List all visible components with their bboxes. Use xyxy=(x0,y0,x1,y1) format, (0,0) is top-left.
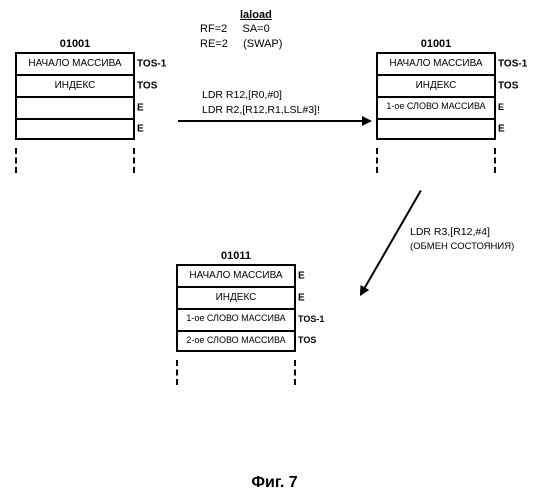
stack-cell: ИНДЕКС E xyxy=(176,286,296,308)
stack-cell: ИНДЕКС TOS xyxy=(376,74,496,96)
cell-label: E xyxy=(298,271,305,282)
instr-line: LDR R2,[R12,R1,LSL#3]! xyxy=(202,103,320,118)
stack-left-title: 01001 xyxy=(15,38,135,50)
cell-label: E xyxy=(498,103,504,113)
instructions-diag: LDR R3,[R12,#4] (ОБМЕН СОСТОЯНИЯ) xyxy=(410,225,514,253)
stack-bottom-title: 01011 xyxy=(176,250,296,262)
cell-label: E xyxy=(298,293,305,304)
cell-label: TOS-1 xyxy=(137,59,166,70)
stack-bottom: 01011 НАЧАЛО МАССИВА E ИНДЕКС E 1-ое СЛО… xyxy=(176,250,296,385)
stack-cell: НАЧАЛО МАССИВА TOS-1 xyxy=(376,52,496,74)
stack-right: 01001 НАЧАЛО МАССИВА TOS-1 ИНДЕКС TOS 1-… xyxy=(376,38,496,173)
cell-text: 1-ое СЛОВО МАССИВА xyxy=(186,313,285,323)
header-row-1: RF=2 SA=0 xyxy=(200,22,330,36)
cell-text: ИНДЕКС xyxy=(216,292,257,303)
stack-cell: 2-ое СЛОВО МАССИВА TOS xyxy=(176,330,296,352)
stack-cell: 1-ое СЛОВО МАССИВА E xyxy=(376,96,496,118)
header-title: laload xyxy=(240,8,330,22)
instr-line: LDR R3,[R12,#4] xyxy=(410,225,514,240)
stack-cell: E xyxy=(15,96,135,118)
header-swap: (SWAP) xyxy=(243,38,282,50)
cell-text: 1-ое СЛОВО МАССИВА xyxy=(386,101,485,111)
stack-cell: E xyxy=(15,118,135,140)
stack-cell: 1-ое СЛОВО МАССИВА TOS-1 xyxy=(176,308,296,330)
stack-cell: E xyxy=(376,118,496,140)
cell-label: TOS-1 xyxy=(498,59,527,70)
header-re: RE=2 xyxy=(200,38,228,50)
header-sa: SA=0 xyxy=(243,23,270,35)
header-rf: RF=2 xyxy=(200,23,227,35)
cell-label: TOS xyxy=(298,336,316,346)
cell-label: E xyxy=(498,124,505,135)
instr-line: LDR R12,[R0,#0] xyxy=(202,88,320,103)
arrow-left-to-right xyxy=(178,120,370,122)
cell-text: НАЧАЛО МАССИВА xyxy=(28,58,121,69)
instructions-top: LDR R12,[R0,#0] LDR R2,[R12,R1,LSL#3]! xyxy=(202,88,320,117)
stack-dashes xyxy=(15,148,135,173)
stack-cell: ИНДЕКС TOS xyxy=(15,74,135,96)
stack-cell: НАЧАЛО МАССИВА E xyxy=(176,264,296,286)
cell-text: ИНДЕКС xyxy=(55,80,96,91)
cell-text: НАЧАЛО МАССИВА xyxy=(189,270,282,281)
cell-text: 2-ое СЛОВО МАССИВА xyxy=(186,335,285,345)
stack-right-title: 01001 xyxy=(376,38,496,50)
stack-dashes xyxy=(376,148,496,173)
stack-dashes xyxy=(176,360,296,385)
cell-label: TOS xyxy=(137,81,157,92)
header-block: laload RF=2 SA=0 RE=2 (SWAP) xyxy=(200,8,330,51)
instr-line: (ОБМЕН СОСТОЯНИЯ) xyxy=(410,240,514,253)
cell-text: НАЧАЛО МАССИВА xyxy=(389,58,482,69)
cell-text: ИНДЕКС xyxy=(416,80,457,91)
stack-cell: НАЧАЛО МАССИВА TOS-1 xyxy=(15,52,135,74)
figure-caption: Фиг. 7 xyxy=(0,474,549,492)
cell-label: E xyxy=(137,124,144,135)
header-row-2: RE=2 (SWAP) xyxy=(200,37,330,51)
cell-label: TOS-1 xyxy=(298,315,324,325)
stack-left: 01001 НАЧАЛО МАССИВА TOS-1 ИНДЕКС TOS E … xyxy=(15,38,135,173)
cell-label: TOS xyxy=(498,81,518,92)
cell-label: E xyxy=(137,103,144,114)
